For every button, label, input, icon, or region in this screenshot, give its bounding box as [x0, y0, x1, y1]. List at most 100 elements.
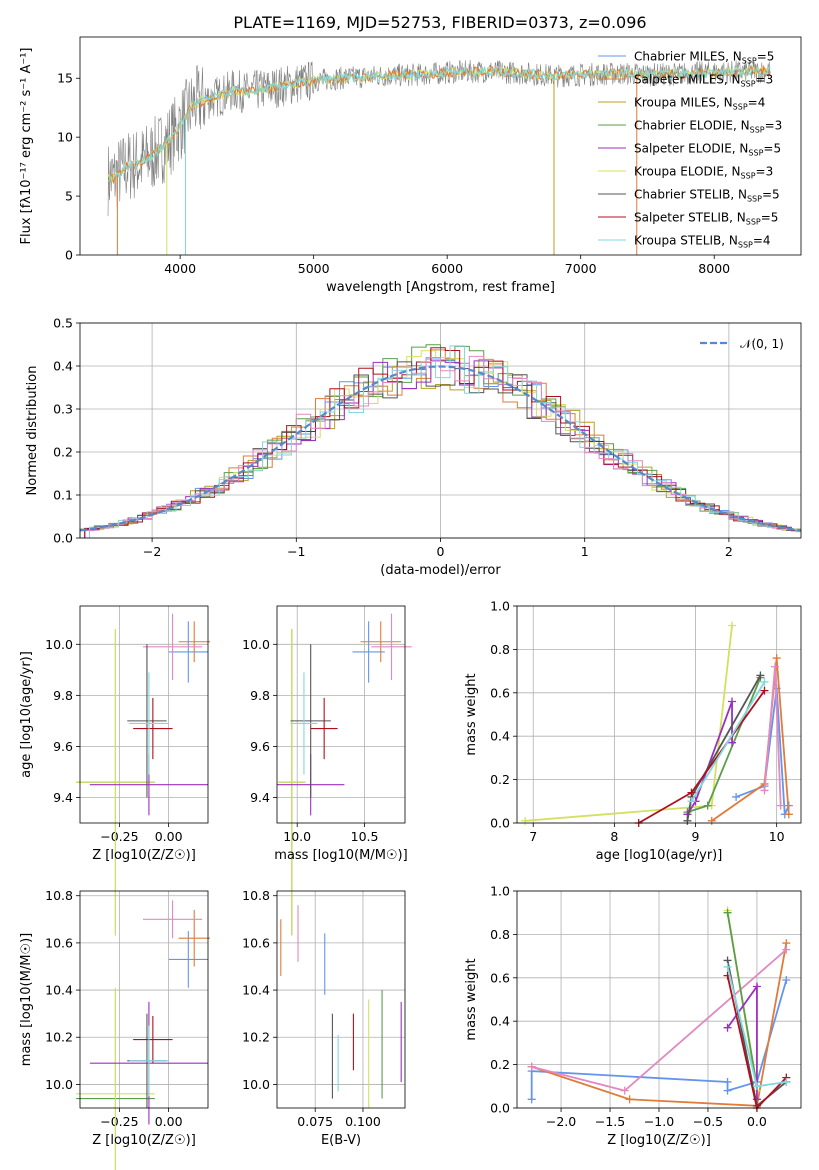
x-tick-label: 10.5 [351, 829, 379, 844]
legend-entry: Chabrier ELODIE, NSSP=3 [634, 119, 782, 135]
figure-title: PLATE=1169, MJD=52753, FIBERID=0373, z=0… [233, 13, 646, 32]
weight-marker [784, 810, 793, 819]
weight-marker [527, 1062, 536, 1071]
y-tick-label: 0.2 [490, 772, 510, 787]
gaussian-curve [79, 365, 802, 532]
x-tick-label: 7000 [565, 261, 597, 276]
x-tick-label: −1 [287, 544, 305, 559]
x-axis-label: Z [log10(Z/Z☉)] [607, 1133, 711, 1148]
legend-entry: Kroupa MILES, NSSP=4 [634, 96, 765, 112]
weight-marker [728, 621, 737, 630]
x-tick-label: 0.0 [747, 1114, 767, 1129]
legend-entry: Salpeter MILES, NSSP=3 [634, 73, 773, 89]
y-tick-label: 10.0 [242, 637, 270, 652]
x-tick-label: −0.25 [100, 829, 138, 844]
y-tick-label: 10.0 [45, 637, 73, 652]
legend-entry: Chabrier MILES, NSSP=5 [634, 50, 774, 66]
weight-series-line [531, 942, 788, 1107]
y-tick-label: 9.6 [250, 739, 270, 754]
model-spectrum-line [107, 65, 771, 182]
x-tick-label: −0.5 [693, 1114, 723, 1129]
y-tick-label: 5 [65, 189, 73, 204]
legend-entry: Salpeter STELIB, NSSP=5 [634, 211, 778, 227]
weight-marker [728, 697, 737, 706]
residual-histogram-line [89, 350, 801, 538]
weight-marker [687, 797, 696, 806]
weight-marker [771, 662, 780, 671]
weight-marker [782, 975, 791, 984]
weight-marker [760, 686, 769, 695]
axes-frame [79, 322, 802, 539]
weight-marker [760, 677, 769, 686]
x-tick-label: 0.100 [345, 1114, 381, 1129]
y-tick-label: 10.2 [242, 1030, 270, 1045]
y-axis-label: Normed distribution [25, 366, 40, 496]
y-tick-label: 1.0 [490, 599, 510, 614]
weight-marker [772, 654, 781, 663]
legend-entry: Kroupa STELIB, NSSP=4 [634, 234, 771, 250]
x-axis-label: Z [log10(Z/Z☉)] [92, 1133, 196, 1148]
legend-entry: 𝒩(0, 1) [740, 337, 784, 351]
legend-entry: Kroupa ELODIE, NSSP=3 [634, 165, 773, 181]
y-axis-label: Flux [fλ10⁻¹⁷ erg cm⁻² s⁻¹ A⁻¹] [19, 48, 34, 245]
axes-frame [79, 605, 209, 824]
weight-marker [756, 671, 765, 680]
y-axis-label: mass weight [464, 958, 479, 1040]
y-tick-label: 0.8 [490, 927, 510, 942]
weight-marker [723, 1086, 732, 1095]
residual-histogram-line [89, 358, 801, 538]
weight-marker [703, 801, 712, 810]
weight-series-line [638, 690, 766, 824]
age-vs-mass-panel: 10.0 10.5 9.4 9.6 9.8 10.0 mass [log10(M/M☉)] [242, 605, 412, 936]
residual-histogram-line [84, 349, 801, 538]
x-axis-label: wavelength [Angstrom, rest frame] [326, 280, 555, 295]
x-tick-label: 5000 [298, 261, 330, 276]
x-tick-label: 0.075 [297, 1114, 333, 1129]
y-tick-label: 9.6 [53, 739, 73, 754]
y-axis-label: mass weight [464, 673, 479, 755]
weight-marker [752, 982, 761, 991]
mass-vs-ebv-panel: 0.075 0.100 10.0 10.2 10.4 10.6 10.8 E(B-V) [242, 888, 406, 1148]
residual-histogram-line [89, 345, 801, 538]
y-tick-label: 0.5 [53, 316, 73, 331]
weight-series-line [690, 681, 766, 802]
weight-vs-z-panel: −2.0 −1.5 −1.0 −0.5 0.0 0.0 0.2 0.4 0.6 0.8 1.0 Z [… [464, 884, 802, 1148]
y-tick-label: 10.8 [242, 888, 270, 903]
x-tick-label: 6000 [431, 261, 463, 276]
y-tick-label: 9.4 [53, 790, 73, 805]
x-tick-label: 2 [725, 544, 733, 559]
x-tick-label: −2 [143, 544, 161, 559]
axes-frame [79, 890, 209, 1109]
age-vs-z-panel: −0.25 0.00 9.4 9.6 9.8 10.0 Z [log10(Z/Z☉)] age… [19, 605, 210, 936]
weight-marker [723, 1077, 732, 1086]
y-tick-label: 0.2 [53, 445, 73, 460]
weight-marker [527, 1095, 536, 1104]
y-tick-label: 0.4 [490, 729, 510, 744]
weight-marker [776, 801, 785, 810]
y-tick-label: 10.6 [45, 935, 73, 950]
weight-series-line [525, 625, 733, 822]
y-tick-label: 10.2 [45, 1030, 73, 1045]
spectrum-panel: 4000 5000 6000 7000 8000 0 5 10 15 wavelength [An… [19, 36, 802, 295]
y-axis-label: age [log10(age/yr)] [19, 651, 34, 778]
residuals-panel: −2 −1 0 1 2 0.0 0.1 0.2 0.3 0.4 0.5 (data-model)/er… [25, 316, 802, 578]
weight-series-line [686, 701, 733, 815]
weight-marker [707, 816, 716, 825]
weight-marker [521, 816, 530, 825]
weight-marker [782, 1077, 791, 1086]
y-tick-label: 0.2 [490, 1057, 510, 1072]
y-tick-label: 0.6 [490, 970, 510, 985]
x-tick-label: 9 [692, 829, 700, 844]
weight-marker [723, 1023, 732, 1032]
x-axis-label: E(B-V) [321, 1133, 361, 1148]
weight-marker [687, 788, 696, 797]
x-tick-label: 10 [769, 829, 785, 844]
y-tick-label: 10 [57, 130, 73, 145]
weight-marker [782, 945, 791, 954]
x-tick-label: 0.00 [155, 1114, 183, 1129]
y-tick-label: 9.4 [250, 790, 270, 805]
x-tick-label: 8000 [698, 261, 730, 276]
y-tick-label: 10.4 [242, 983, 270, 998]
y-tick-label: 0.4 [53, 359, 73, 374]
